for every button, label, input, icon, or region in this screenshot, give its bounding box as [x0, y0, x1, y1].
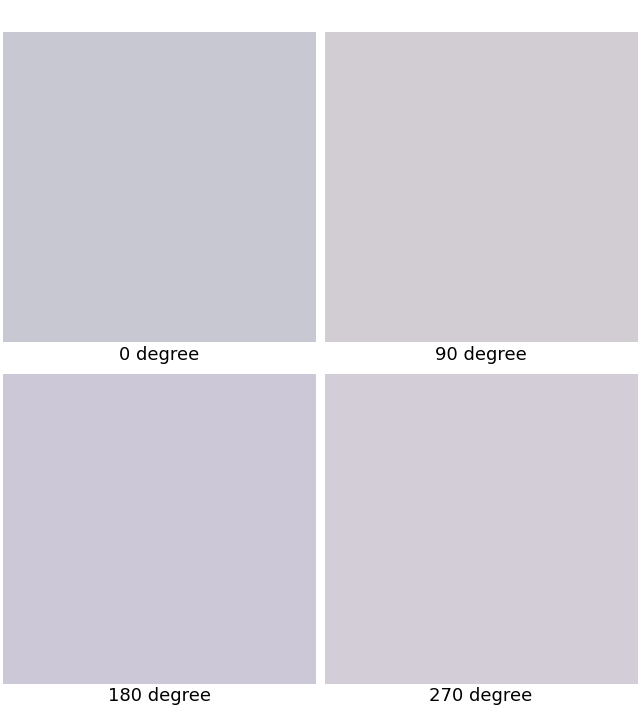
Text: 270 degree: 270 degree [429, 687, 532, 705]
Text: 180 degree: 180 degree [108, 687, 211, 705]
Text: 90 degree: 90 degree [435, 346, 527, 364]
Text: 0 degree: 0 degree [119, 346, 200, 364]
